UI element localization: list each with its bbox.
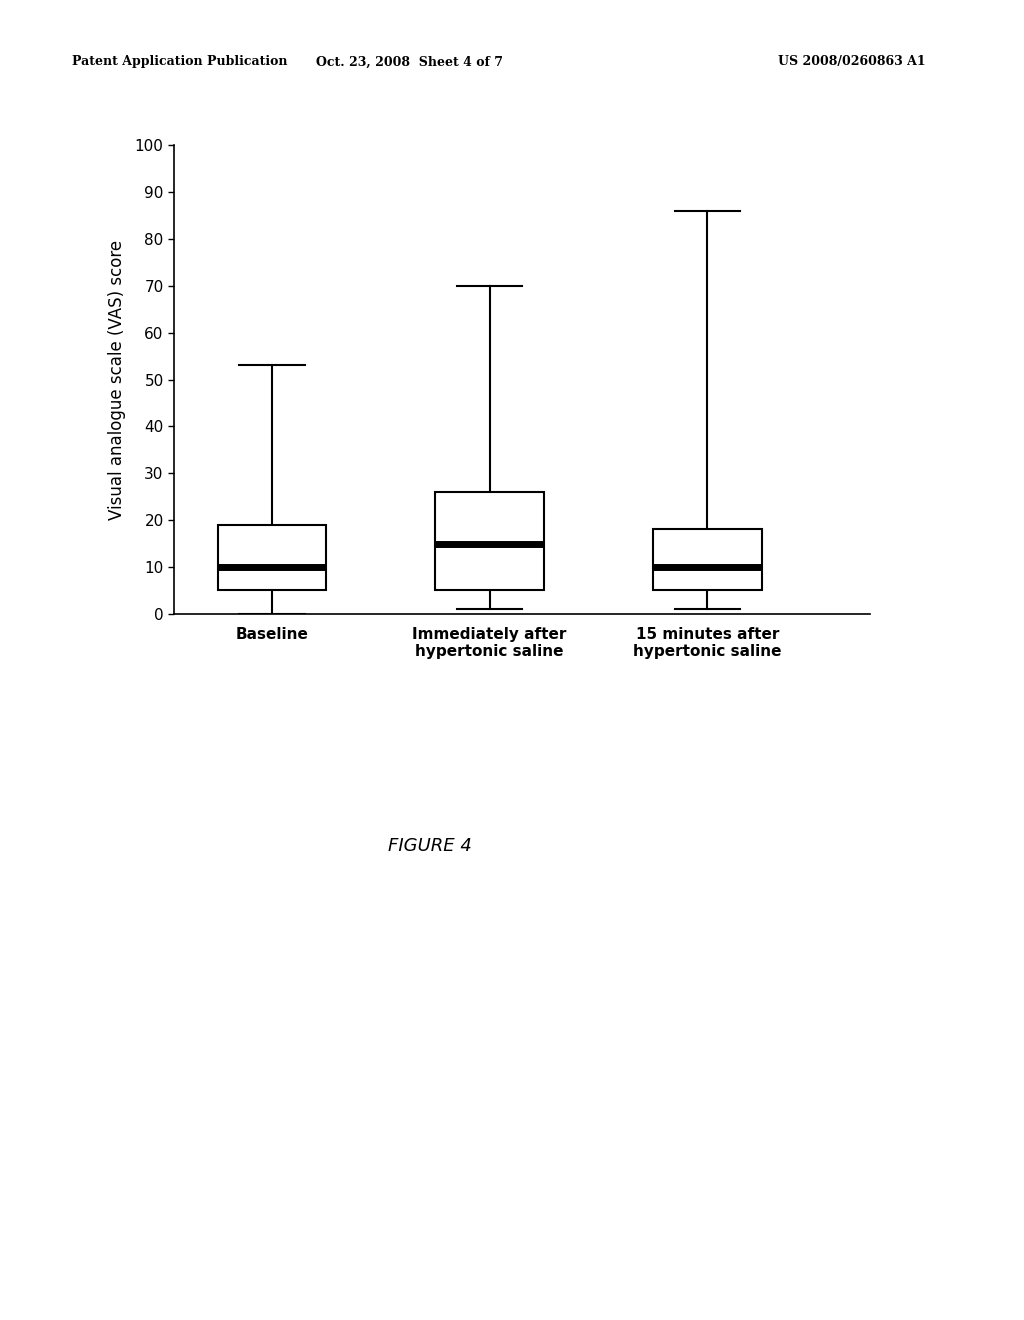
- Bar: [435, 492, 544, 590]
- Text: 15 minutes after
hypertonic saline: 15 minutes after hypertonic saline: [633, 627, 781, 660]
- Y-axis label: Visual analogue scale (VAS) score: Visual analogue scale (VAS) score: [109, 239, 126, 520]
- Bar: [218, 525, 327, 590]
- Text: Oct. 23, 2008  Sheet 4 of 7: Oct. 23, 2008 Sheet 4 of 7: [316, 55, 503, 69]
- Text: Patent Application Publication: Patent Application Publication: [72, 55, 287, 69]
- Text: Immediately after
hypertonic saline: Immediately after hypertonic saline: [413, 627, 567, 660]
- Text: FIGURE 4: FIGURE 4: [388, 837, 472, 855]
- Text: Baseline: Baseline: [236, 627, 308, 642]
- Bar: [653, 529, 762, 590]
- Text: US 2008/0260863 A1: US 2008/0260863 A1: [778, 55, 926, 69]
